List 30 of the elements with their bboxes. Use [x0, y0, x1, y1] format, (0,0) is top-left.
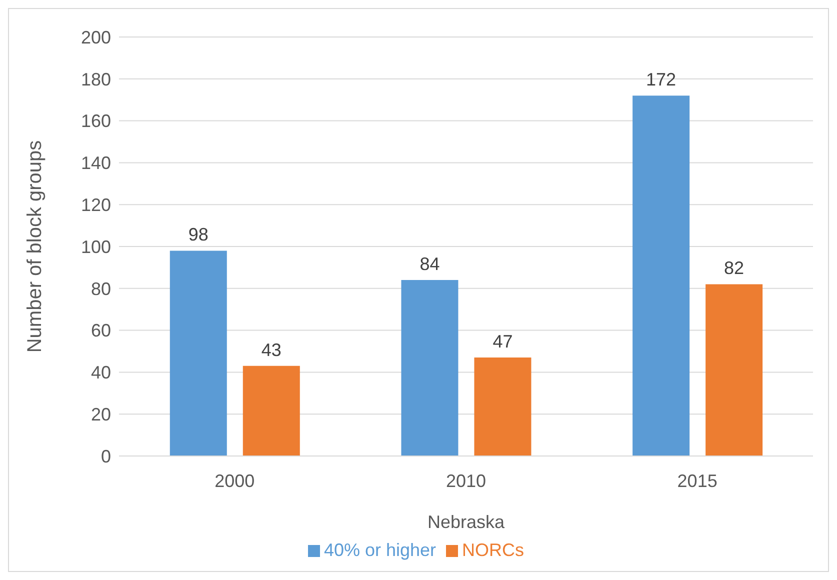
y-tick-label: 140 — [80, 153, 111, 174]
bar — [401, 280, 458, 456]
x-axis-title: Nebraska — [427, 512, 506, 532]
y-tick-label: 0 — [100, 446, 111, 466]
y-tick-label: 160 — [80, 111, 111, 132]
data-label: 43 — [261, 340, 282, 360]
bar — [242, 366, 300, 456]
data-label: 47 — [492, 332, 513, 352]
data-label: 172 — [646, 70, 676, 90]
y-tick-label: 20 — [90, 404, 111, 424]
bar — [706, 284, 763, 456]
data-label: 82 — [724, 258, 744, 278]
y-tick-label: 120 — [80, 194, 111, 215]
y-tick-label: 100 — [80, 236, 111, 257]
bar — [632, 96, 690, 456]
legend-label: NORCs — [462, 540, 524, 560]
data-label: 84 — [420, 254, 440, 274]
x-tick-label: 2015 — [677, 470, 718, 491]
y-tick-label: 60 — [90, 320, 111, 341]
data-label: 98 — [188, 224, 208, 245]
y-tick-label: 40 — [90, 362, 111, 383]
legend-label: 40% or higher — [324, 540, 436, 560]
x-tick-label: 2010 — [446, 470, 486, 491]
y-tick-label: 180 — [80, 69, 111, 90]
y-axis-title: Number of block groups — [24, 140, 46, 353]
bar — [170, 250, 227, 456]
y-tick-label: 200 — [80, 27, 111, 48]
x-tick-label: 2000 — [214, 470, 255, 491]
y-tick-label: 80 — [90, 278, 111, 299]
bar — [474, 358, 532, 456]
